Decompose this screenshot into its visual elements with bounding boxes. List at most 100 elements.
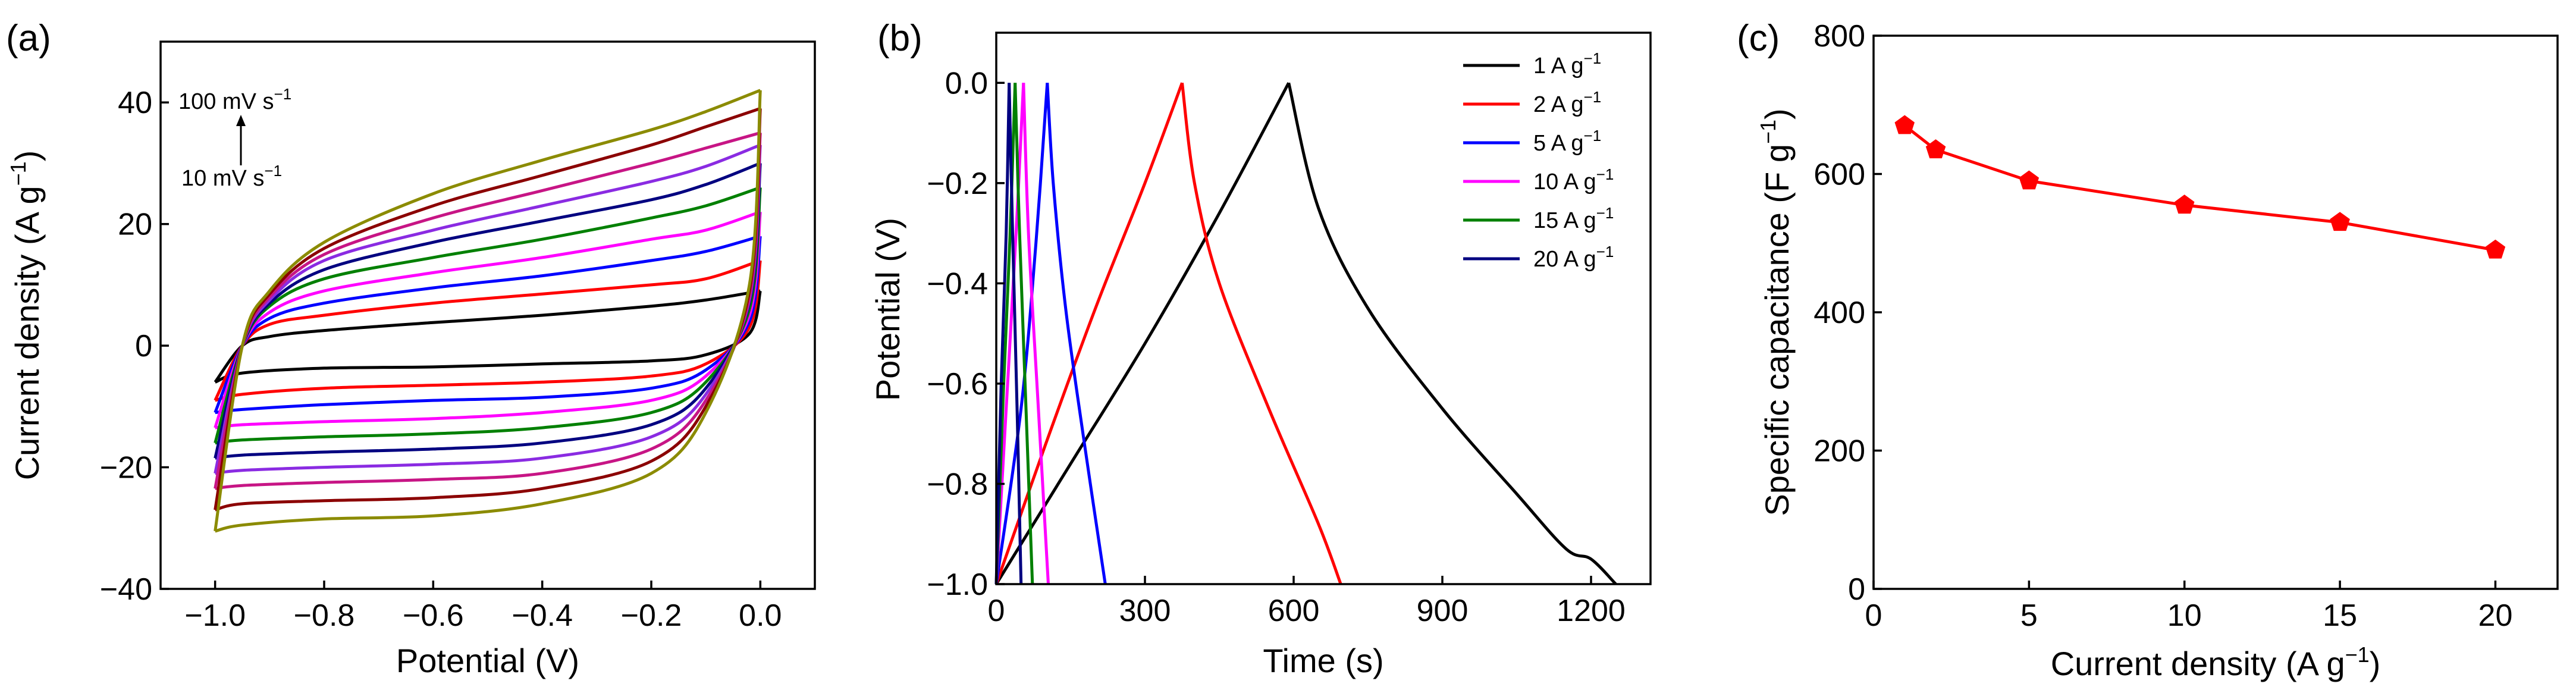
- legend-label-3: 5 A g−1: [1533, 127, 1601, 156]
- panel-c-xlabel-close: ): [2370, 645, 2381, 682]
- panel-c-ylabel-text: Specific capacitance (F g: [1758, 144, 1796, 516]
- cv-curve-cathodic-8: [215, 133, 762, 490]
- panel-a-xtick-label: −1.0: [184, 598, 246, 633]
- panel-a-ytick-label: 0: [135, 329, 152, 363]
- gcd-charge-2: [994, 82, 1184, 585]
- panel-a-xtick-label: −0.8: [294, 598, 355, 633]
- panel-a-ticks: −1.0 −0.8 −0.6 −0.4 −0.2 0.0 −40 −20 0 20 40: [100, 86, 782, 633]
- cv-curve-cathodic-1: [214, 290, 762, 384]
- panel-c-xtick-label: 20: [2478, 598, 2513, 633]
- panel-c-xtick-label: 5: [2020, 598, 2038, 633]
- panel-b-xtick-label: 600: [1268, 594, 1320, 628]
- panel-c-frame: [1872, 34, 2559, 590]
- panel-a-xtick-label: −0.6: [403, 598, 464, 633]
- capacitance-point-1: [1894, 115, 1915, 134]
- panel-b-ytick-label: −0.4: [927, 266, 988, 301]
- panel-a-annotation-top: 100 mV s−1: [178, 85, 291, 114]
- panel-b-ytick-label: 0.0: [945, 66, 988, 101]
- gcd-charge-6: [994, 83, 1011, 585]
- panel-c-xlabel: Current density (A g−1): [2051, 642, 2381, 682]
- cv-curve-cathodic-6: [215, 163, 762, 460]
- capacitance-point-4: [2175, 195, 2195, 214]
- panel-c-ytick-label: 200: [1813, 434, 1865, 469]
- panel-b-label: (b): [877, 18, 923, 59]
- panel-c-ylabel-close: ): [1758, 108, 1796, 120]
- panel-c-xtick-label: 0: [1865, 598, 1882, 633]
- cv-curve-anodic-8: [214, 131, 761, 489]
- panel-c-ylabel: Specific capacitance (F g−1): [1756, 108, 1796, 516]
- panel-a-xtick-label: −0.4: [512, 598, 573, 633]
- panel-b-ylabel: Potential (V): [869, 218, 906, 401]
- panel-c-xlabel-sup: −1: [2345, 642, 2370, 667]
- panel-a-annotation-bottom-text: 10 mV s: [181, 166, 264, 191]
- legend-label-5: 15 A g−1: [1533, 204, 1614, 233]
- panel-c-ytick-label: 600: [1813, 158, 1865, 192]
- panel-b-ytick-label: −0.6: [927, 367, 988, 402]
- panel-a-ytick-label: 20: [118, 208, 152, 242]
- panel-a-ytick-label: −20: [100, 451, 152, 485]
- capacitance-point-5: [2330, 212, 2350, 231]
- gcd-discharge-1: [1287, 82, 1617, 585]
- panel-b-ticks: 0 300 600 900 1200 −1.0 −0.8 −0.6 −0.4 −0.2 0.0: [927, 66, 1626, 628]
- panel-b-series-group: [994, 82, 1617, 585]
- panel-a-xtick-label: −0.2: [621, 598, 682, 633]
- gcd-discharge-2: [1181, 82, 1342, 585]
- gcd-discharge-3: [1046, 83, 1107, 585]
- panel-c-xtick-label: 10: [2167, 598, 2202, 633]
- panel-a-label: (a): [6, 18, 51, 59]
- panel-b-frame: [995, 32, 1652, 585]
- panel-b-legend: 1 A g−1 2 A g−1 5 A g−1 10 A g−1 15 A g−1 20 …: [1463, 49, 1614, 272]
- capacitance-point-3: [2019, 170, 2040, 190]
- panel-c-xlabel-text: Current density (A g: [2051, 645, 2345, 682]
- panel-a-series-group: [214, 89, 762, 533]
- gcd-charge-1: [994, 82, 1290, 585]
- panel-c-ytick-label: 800: [1813, 19, 1865, 54]
- panel-b-ytick-label: −0.2: [927, 167, 988, 201]
- panel-b-ytick-label: −1.0: [927, 567, 988, 602]
- panel-a-annotation-bottom: 10 mV s−1: [181, 162, 282, 191]
- panel-a-annotation-bottom-sup: −1: [264, 162, 282, 180]
- panel-b-xtick-label: 0: [988, 594, 1005, 628]
- capacitance-point-6: [2485, 239, 2506, 259]
- panel-c-ytick-label: 400: [1813, 296, 1865, 330]
- panel-b-xtick-label: 1200: [1557, 594, 1626, 628]
- panel-b-xtick-label: 900: [1417, 594, 1469, 628]
- capacitance-point-2: [1925, 139, 1946, 159]
- gcd-discharge-5: [1014, 83, 1034, 585]
- panel-a-frame: [159, 40, 816, 590]
- panel-a-arrow-head: [236, 115, 246, 126]
- cv-curve-anodic-1: [214, 289, 761, 383]
- panel-c-ytick-label: 0: [1848, 572, 1865, 607]
- legend-label-2: 2 A g−1: [1533, 88, 1601, 117]
- gcd-discharge-4: [1022, 83, 1050, 585]
- panel-a-xlabel: Potential (V): [396, 642, 579, 679]
- panel-a-xtick-label: 0.0: [739, 598, 782, 633]
- gcd-charge-3: [994, 83, 1049, 585]
- panel-c-label: (c): [1737, 18, 1780, 59]
- panel-a-annotation-top-sup: −1: [274, 85, 292, 103]
- panel-b-xlabel: Time (s): [1263, 642, 1383, 679]
- cv-curve-cathodic-10: [215, 90, 762, 533]
- panel-c-ylabel-sup: −1: [1756, 120, 1780, 144]
- capacitance-line: [1903, 124, 2496, 252]
- legend-label-6: 20 A g−1: [1533, 243, 1614, 272]
- panel-a-ytick-label: −40: [100, 572, 152, 607]
- legend-label-1: 1 A g−1: [1533, 49, 1601, 79]
- gcd-discharge-6: [1008, 83, 1023, 585]
- panel-a-annotation-top-text: 100 mV s: [178, 89, 274, 114]
- panel-a-ylabel-text: Current density (A g: [8, 186, 46, 480]
- cv-curve-anodic-10: [214, 89, 761, 532]
- panel-b-ytick-label: −0.8: [927, 467, 988, 501]
- panel-a-cv-curves: (a) −1.0 −0.8 −0.6 −0.4 −0.2 0.0 −40 −20 0 20 40 P…: [6, 18, 816, 679]
- panel-a-ytick-label: 40: [118, 86, 152, 120]
- panel-a-ylabel: Current density (A g−1): [6, 150, 46, 481]
- panel-b-gcd-curves: (b) 0 300 600 900 1200 −1.0 −0.8 −0.6 −0.4 −0.2 0.…: [869, 18, 1652, 679]
- panel-a-ylabel-close: ): [8, 150, 46, 162]
- legend-label-4: 10 A g−1: [1533, 165, 1614, 195]
- panel-a-ylabel-sup: −1: [6, 161, 30, 186]
- panel-c-xtick-label: 15: [2323, 598, 2357, 633]
- cv-curve-anodic-2: [214, 259, 761, 402]
